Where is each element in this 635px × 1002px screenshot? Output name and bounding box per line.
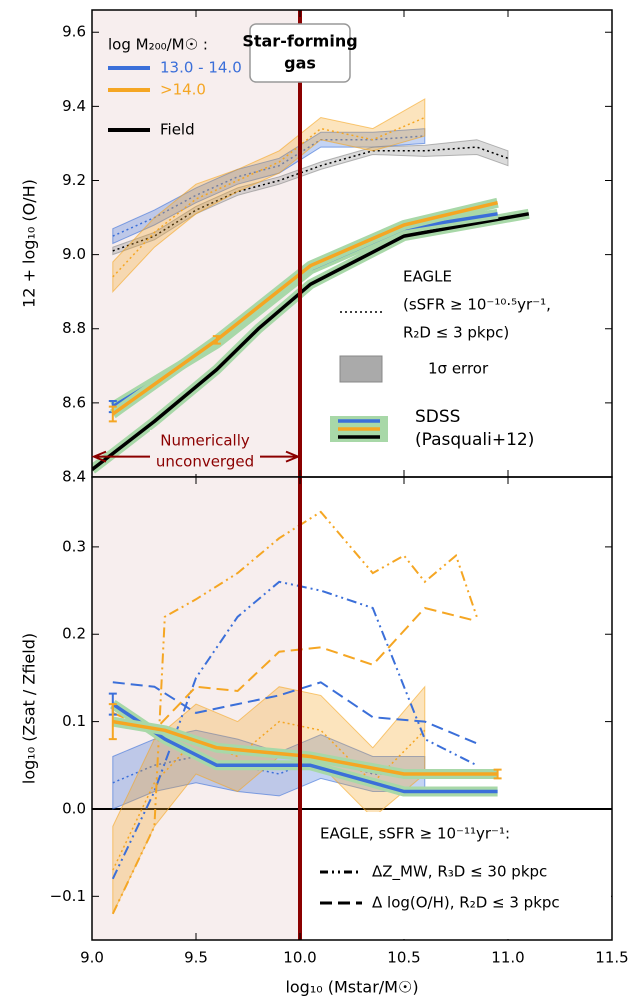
legend-swatch — [339, 355, 383, 383]
legend-label: SDSS — [415, 407, 460, 427]
legend-label: Δ log(O/H), R₂D ≤ 3 pkpc — [372, 894, 560, 912]
annotation: unconverged — [156, 453, 254, 471]
y-tick-label: 8.6 — [62, 393, 86, 411]
x-tick-label: 11.0 — [491, 949, 524, 967]
legend-title: EAGLE, sSFR ≥ 10⁻¹¹yr⁻¹: — [320, 825, 510, 843]
error-bar — [493, 768, 502, 780]
panel-title: gas — [284, 54, 316, 73]
frame — [91, 476, 613, 941]
error-band — [112, 139, 509, 256]
legend-label: 13.0 - 14.0 — [160, 59, 242, 77]
eagle-line — [112, 720, 426, 871]
legend-title: log M₂₀₀/M☉ : — [108, 36, 208, 54]
x-tick-label: 11.5 — [595, 949, 628, 967]
legend-label: 1σ error — [428, 360, 489, 378]
x-tick-label: 10.5 — [387, 949, 420, 967]
x-tick-label: 9.0 — [80, 949, 104, 967]
y-axis-label: 12 + log₁₀ (O/H) — [20, 179, 39, 308]
plot-area — [92, 10, 530, 477]
plot-area — [92, 477, 612, 940]
sdss-line — [112, 719, 498, 776]
x-axis-label: log₁₀ (Mstar/M☉) — [285, 978, 418, 997]
eagle-line — [111, 580, 478, 880]
y-tick-label: 9.6 — [62, 23, 86, 41]
legend-label: (Pasquali+12) — [415, 430, 534, 450]
annotation: Numerically — [160, 432, 250, 450]
sdss-line — [111, 200, 499, 416]
legend-label: EAGLE — [403, 268, 452, 286]
eagle-line — [112, 681, 478, 745]
legend-box — [302, 812, 611, 939]
error-bar — [108, 405, 117, 423]
y-tick-label: 9.0 — [62, 245, 86, 263]
error-bar — [212, 335, 221, 345]
y-tick-label: 0.3 — [62, 537, 86, 555]
legend-label: Field — [160, 121, 195, 139]
legend-label: R₂D ≤ 3 pkpc) — [403, 324, 509, 342]
sdss-line — [92, 212, 530, 471]
y-tick-label: 9.2 — [62, 171, 86, 189]
eagle-line — [112, 606, 478, 732]
panel-title: Star-forming — [242, 32, 357, 51]
y-tick-label: 0.0 — [62, 799, 86, 817]
y-tick-label: 8.4 — [62, 468, 86, 486]
x-tick-label: 9.5 — [184, 949, 208, 967]
y-tick-label: 0.1 — [62, 712, 86, 730]
x-tick-label: 10.0 — [283, 949, 316, 967]
y-axis-label: log₁₀ (Zsat / Zfield) — [20, 633, 39, 784]
title-box — [249, 23, 351, 83]
error-bar — [108, 703, 117, 741]
error-band — [112, 98, 426, 293]
unconverged-bg — [150, 430, 260, 474]
legend-label: (sSFR ≥ 10⁻¹⁰·⁵yr⁻¹, — [403, 296, 551, 314]
y-tick-label: 0.2 — [62, 625, 86, 643]
legend-label: >14.0 — [160, 81, 206, 99]
legend-label: ΔZ_MW, R₃D ≤ 30 pkpc — [372, 863, 547, 882]
y-tick-label: 8.8 — [62, 319, 86, 337]
y-tick-label: −0.1 — [50, 887, 86, 905]
y-tick-label: 9.4 — [62, 97, 86, 115]
